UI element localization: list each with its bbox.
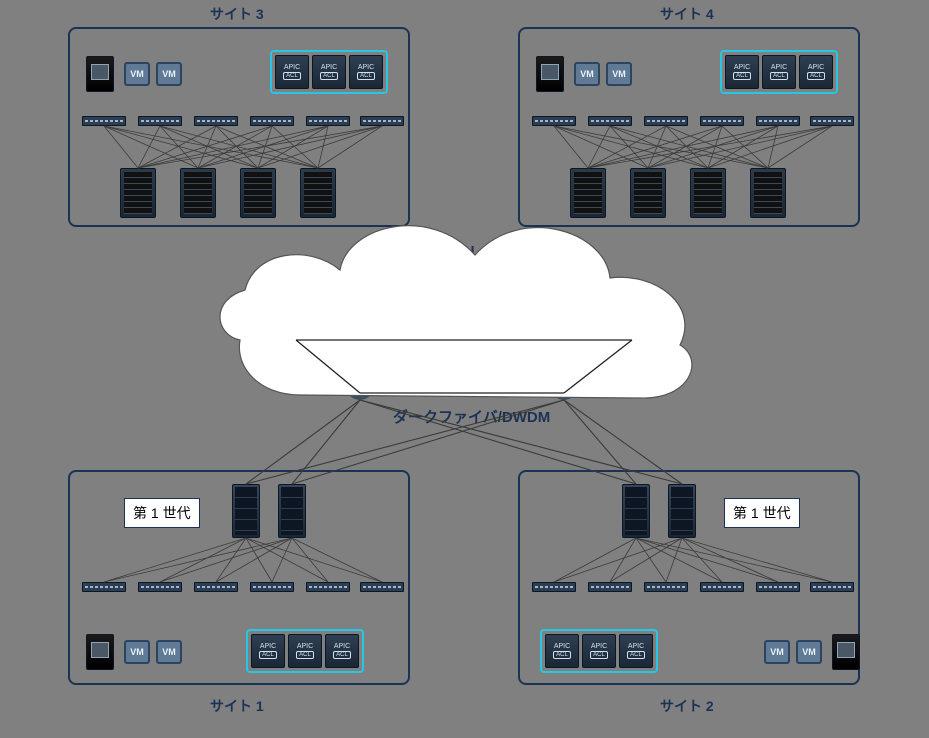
leaf-switch bbox=[810, 582, 854, 592]
leaf-switch bbox=[644, 582, 688, 592]
firewall-icon bbox=[536, 56, 564, 92]
leaf-switch bbox=[532, 582, 576, 592]
server-rack bbox=[690, 168, 726, 218]
leaf-switch bbox=[700, 116, 744, 126]
firewall-icon bbox=[86, 634, 114, 670]
spine-switch bbox=[278, 484, 306, 538]
leaf-switch bbox=[588, 582, 632, 592]
vm-badge: VM bbox=[156, 640, 182, 664]
isn-router-2 bbox=[346, 372, 374, 400]
server-rack bbox=[120, 168, 156, 218]
server-rack bbox=[180, 168, 216, 218]
leaf-switch bbox=[250, 582, 294, 592]
server-rack bbox=[570, 168, 606, 218]
apic-cluster: APICACLAPICACLAPICACL bbox=[246, 629, 364, 673]
leaf-switch bbox=[360, 116, 404, 126]
server-rack bbox=[750, 168, 786, 218]
leaf-switch bbox=[306, 116, 350, 126]
leaf-switch bbox=[250, 116, 294, 126]
leaf-switch bbox=[138, 116, 182, 126]
spine-switch bbox=[622, 484, 650, 538]
isn-label: ISN bbox=[448, 244, 475, 262]
isn-router-3 bbox=[550, 372, 578, 400]
leaf-switch bbox=[82, 116, 126, 126]
spine-switch bbox=[232, 484, 260, 538]
vm-badge: VM bbox=[764, 640, 790, 664]
leaf-switch bbox=[756, 582, 800, 592]
leaf-switch bbox=[138, 582, 182, 592]
apic-node: APICACL bbox=[325, 634, 359, 668]
server-rack bbox=[240, 168, 276, 218]
apic-node: APICACL bbox=[251, 634, 285, 668]
firewall-icon bbox=[86, 56, 114, 92]
leaf-switch bbox=[810, 116, 854, 126]
leaf-switch bbox=[644, 116, 688, 126]
apic-node: APICACL bbox=[762, 55, 796, 89]
generation-label: 第 1 世代 bbox=[724, 498, 800, 528]
leaf-switch bbox=[82, 582, 126, 592]
site-label-site4: サイト 4 bbox=[660, 4, 714, 24]
apic-node: APICACL bbox=[312, 55, 346, 89]
site-label-site3: サイト 3 bbox=[210, 4, 264, 24]
apic-node: APICACL bbox=[582, 634, 616, 668]
apic-node: APICACL bbox=[349, 55, 383, 89]
vm-badge: VM bbox=[606, 62, 632, 86]
apic-node: APICACL bbox=[288, 634, 322, 668]
apic-cluster: APICACLAPICACLAPICACL bbox=[720, 50, 838, 94]
leaf-switch bbox=[588, 116, 632, 126]
isn-router-1 bbox=[618, 319, 646, 347]
vm-badge: VM bbox=[124, 62, 150, 86]
apic-cluster: APICACLAPICACLAPICACL bbox=[540, 629, 658, 673]
vm-badge: VM bbox=[796, 640, 822, 664]
firewall-icon bbox=[832, 634, 860, 670]
leaf-switch bbox=[532, 116, 576, 126]
leaf-switch bbox=[194, 116, 238, 126]
dwdm-label: ダークファイバ/DWDM bbox=[393, 406, 550, 427]
spine-switch bbox=[668, 484, 696, 538]
apic-node: APICACL bbox=[799, 55, 833, 89]
server-rack bbox=[300, 168, 336, 218]
leaf-switch bbox=[756, 116, 800, 126]
apic-node: APICACL bbox=[725, 55, 759, 89]
vm-badge: VM bbox=[574, 62, 600, 86]
leaf-switch bbox=[700, 582, 744, 592]
isn-router-0 bbox=[282, 319, 310, 347]
site-label-site2: サイト 2 bbox=[660, 696, 714, 716]
vm-badge: VM bbox=[156, 62, 182, 86]
site-label-site1: サイト 1 bbox=[210, 696, 264, 716]
vm-badge: VM bbox=[124, 640, 150, 664]
apic-cluster: APICACLAPICACLAPICACL bbox=[270, 50, 388, 94]
apic-node: APICACL bbox=[545, 634, 579, 668]
generation-label: 第 1 世代 bbox=[124, 498, 200, 528]
diagram-canvas: ISNダークファイバ/DWDMサイト 3VMVMAPICACLAPICACLAP… bbox=[0, 0, 929, 738]
apic-node: APICACL bbox=[275, 55, 309, 89]
leaf-switch bbox=[306, 582, 350, 592]
leaf-switch bbox=[360, 582, 404, 592]
leaf-switch bbox=[194, 582, 238, 592]
server-rack bbox=[630, 168, 666, 218]
apic-node: APICACL bbox=[619, 634, 653, 668]
